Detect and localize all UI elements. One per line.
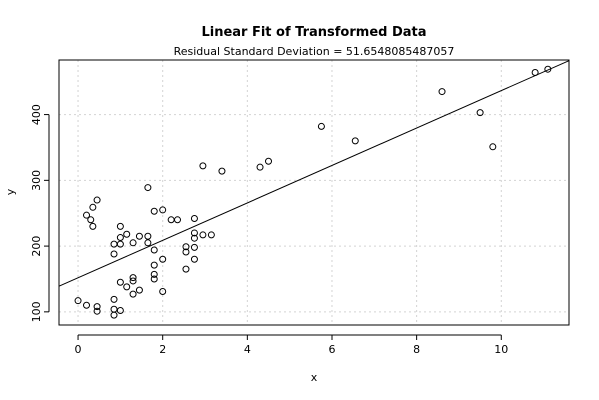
data-point	[544, 65, 552, 73]
data-point	[83, 301, 91, 309]
y-tick-label: 300	[30, 170, 43, 191]
data-points	[74, 65, 552, 319]
data-point	[207, 231, 215, 239]
data-point	[182, 243, 190, 251]
fit-line	[58, 60, 570, 287]
data-point	[93, 196, 101, 204]
y-axis-label: y	[4, 188, 17, 195]
data-point	[110, 295, 118, 303]
data-point	[150, 270, 158, 278]
chart-subtitle: Residual Standard Deviation = 51.6548085…	[174, 45, 455, 58]
x-tick-label: 10	[494, 343, 508, 356]
data-point	[93, 303, 101, 311]
data-point	[190, 243, 198, 251]
x-tick-label: 4	[244, 343, 251, 356]
x-axis-label: x	[311, 371, 318, 384]
data-point	[150, 275, 158, 283]
data-point	[150, 246, 158, 254]
data-point	[123, 230, 131, 238]
data-point	[123, 283, 131, 291]
x-tick-label: 2	[159, 343, 166, 356]
data-point	[135, 232, 143, 240]
data-point	[265, 157, 273, 165]
data-point	[256, 163, 264, 171]
data-point	[190, 255, 198, 263]
data-point	[199, 231, 207, 239]
data-point	[110, 250, 118, 258]
data-point	[89, 222, 97, 230]
data-point	[144, 184, 152, 192]
data-point	[190, 229, 198, 237]
data-point	[116, 234, 124, 242]
grid	[59, 60, 569, 325]
data-point	[174, 216, 182, 224]
chart-title: Linear Fit of Transformed Data	[201, 25, 426, 40]
y-tick-label: 200	[30, 236, 43, 257]
data-point	[144, 239, 152, 247]
data-point	[116, 307, 124, 315]
data-point	[351, 137, 359, 145]
data-point	[438, 88, 446, 96]
data-point	[159, 287, 167, 295]
y-tick-label: 100	[30, 301, 43, 322]
y-tick-label: 400	[30, 104, 43, 125]
data-point	[116, 240, 124, 248]
data-point	[167, 216, 175, 224]
data-point	[182, 265, 190, 273]
x-tick-label: 0	[75, 343, 82, 356]
data-point	[129, 290, 137, 298]
data-point	[489, 143, 497, 151]
data-point	[199, 162, 207, 170]
data-point	[93, 307, 101, 315]
data-point	[116, 222, 124, 230]
data-point	[531, 68, 539, 76]
data-point	[129, 239, 137, 247]
data-point	[135, 286, 143, 294]
data-point	[182, 248, 190, 256]
x-tick-label: 8	[413, 343, 420, 356]
data-point	[129, 277, 137, 285]
fit-line-group	[58, 60, 570, 287]
data-point	[190, 214, 198, 222]
data-point	[87, 216, 95, 224]
data-point	[144, 232, 152, 240]
data-point	[129, 274, 137, 282]
data-point	[150, 207, 158, 215]
x-tick-label: 6	[328, 343, 335, 356]
data-point	[110, 305, 118, 313]
data-point	[476, 109, 484, 117]
data-point	[74, 297, 82, 305]
data-point	[218, 167, 226, 175]
data-point	[116, 278, 124, 286]
data-point	[190, 234, 198, 242]
data-point	[89, 203, 97, 211]
data-point	[83, 211, 91, 219]
data-point	[317, 122, 325, 130]
plot-frame	[58, 59, 570, 326]
data-point	[150, 261, 158, 269]
data-point	[159, 255, 167, 263]
axes: 0 2 4 6 8 10 100 200 300 400	[30, 59, 570, 356]
data-point	[110, 311, 118, 319]
data-point	[159, 206, 167, 214]
